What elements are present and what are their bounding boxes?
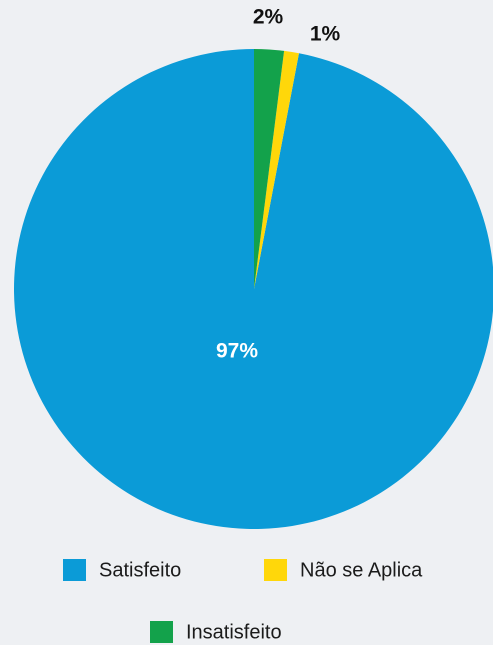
legend-label: Satisfeito	[99, 559, 181, 581]
data-label: 2%	[253, 6, 284, 29]
legend-swatch	[63, 559, 86, 581]
legend-label: Insatisfeito	[186, 621, 282, 643]
legend-label: Não se Aplica	[300, 559, 423, 581]
data-label: 97%	[216, 340, 258, 363]
pie-slice	[14, 49, 493, 529]
legend-swatch	[264, 559, 287, 581]
data-label: 1%	[310, 23, 341, 46]
pie-slice	[254, 50, 299, 289]
pie-slice	[254, 49, 285, 289]
legend-swatch	[150, 621, 173, 643]
